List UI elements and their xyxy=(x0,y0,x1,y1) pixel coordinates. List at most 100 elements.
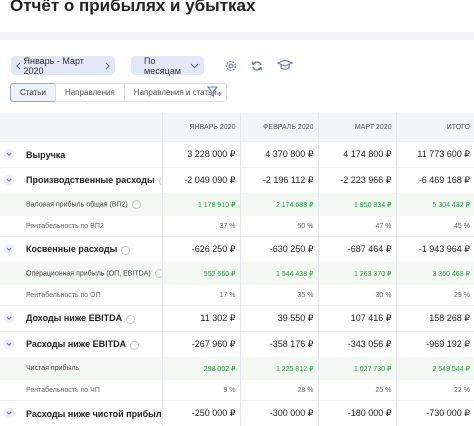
cell-value: -2 049 090 ₽ xyxy=(162,168,240,194)
expand-cell xyxy=(0,193,22,216)
row-label-text: Доходы ниже EBITDA xyxy=(26,313,122,323)
row-label: Рентабельность по ВП2 xyxy=(22,216,162,237)
expand-cell xyxy=(0,357,22,380)
cell-value: 29 % xyxy=(396,285,474,306)
row-label-text: Чистая прибыль xyxy=(26,365,79,372)
info-icon xyxy=(155,269,162,278)
expand-toggle[interactable] xyxy=(3,243,15,255)
header-cell xyxy=(0,113,22,142)
cell-value: -730 000 ₽ xyxy=(396,401,474,426)
info-icon xyxy=(126,315,135,324)
cell-value: -180 000 ₽ xyxy=(318,401,396,426)
cell-value: -2 223 966 ₽ xyxy=(318,168,396,194)
expand-toggle[interactable] xyxy=(3,407,15,419)
row-label: Косвенные расходы xyxy=(22,237,162,263)
cell-value: 30 % xyxy=(318,285,396,306)
row-label-text: Рентабельность по ОП xyxy=(26,292,101,299)
cell-value: -2 196 112 ₽ xyxy=(240,168,318,194)
cell-value: -358 176 ₽ xyxy=(240,332,318,358)
row-label-text: Косвенные расходы xyxy=(26,244,117,254)
column-header: ЯНВАРЬ 2020 xyxy=(162,113,240,142)
cell-value: 1 950 834 ₽ xyxy=(318,193,396,216)
info-icon xyxy=(121,246,130,255)
row-label-text: Расходы ниже чистой прибыли xyxy=(26,409,162,419)
row-label: Рентабельность по ОП xyxy=(22,285,162,306)
cell-value: 4 174 800 ₽ xyxy=(318,142,396,168)
grouping-label: По месяцам xyxy=(144,56,190,76)
cell-value: 1 263 370 ₽ xyxy=(318,262,396,285)
cell-value: 107 416 ₽ xyxy=(318,306,396,332)
cell-value: 28 % xyxy=(240,380,318,401)
cell-value: 552 660 ₽ xyxy=(162,262,240,285)
table-row: Косвенные расходы-626 250 ₽-630 250 ₽-68… xyxy=(0,237,474,263)
cell-value: -1 943 964 ₽ xyxy=(396,237,474,263)
table-row: Расходы ниже EBITDA-267 960 ₽-358 176 ₽-… xyxy=(0,332,474,358)
dropdown-caret xyxy=(190,61,198,70)
tabs: Статьи Направления Направления и статьи xyxy=(11,83,227,102)
education-icon[interactable] xyxy=(277,58,293,72)
expand-toggle[interactable] xyxy=(3,312,15,324)
table-row: Доходы ниже EBITDA 11 302 ₽39 550 ₽107 41… xyxy=(0,306,474,332)
expand-toggle[interactable] xyxy=(3,148,15,160)
cell-value: 158 268 ₽ xyxy=(396,306,474,332)
filter-icon[interactable] xyxy=(207,85,223,99)
tab[interactable]: Статьи xyxy=(10,83,56,102)
cell-value: 22 % xyxy=(396,380,474,401)
column-header: ИТОГО xyxy=(396,113,474,142)
cell-value: 1 544 438 ₽ xyxy=(240,262,318,285)
cell-value: 1 027 730 ₽ xyxy=(318,357,396,380)
cell-value: 11 302 ₽ xyxy=(162,306,240,332)
cell-value: 9 % xyxy=(162,380,240,401)
cell-value: 2 174 688 ₽ xyxy=(240,193,318,216)
cell-value: 298 002 ₽ xyxy=(162,357,240,380)
cell-value: 11 773 600 ₽ xyxy=(396,142,474,168)
expand-toggle[interactable] xyxy=(3,174,15,186)
row-label-text: Выручка xyxy=(26,150,65,160)
row-label: Расходы ниже чистой прибыли xyxy=(22,401,162,426)
prev-arrow[interactable] xyxy=(14,61,24,71)
cell-value: -300 000 ₽ xyxy=(240,401,318,426)
tab[interactable]: Направления xyxy=(55,83,125,102)
table-row: Производственные расходы -2 049 090 ₽-2 1… xyxy=(0,168,474,194)
table-row: Рентабельность по ОП 17 %35 %30 %29 % xyxy=(0,285,474,306)
expand-cell xyxy=(0,168,22,194)
expand-cell xyxy=(0,216,22,237)
header-cell xyxy=(22,113,162,142)
info-icon xyxy=(132,200,141,209)
cell-value: 47 % xyxy=(318,216,396,237)
cell-value: 45 % xyxy=(396,216,474,237)
expand-toggle[interactable] xyxy=(3,338,15,350)
cell-value: 5 304 432 ₽ xyxy=(396,193,474,216)
header-band xyxy=(0,32,474,40)
period-picker[interactable]: Январь - Март 2020 xyxy=(11,56,115,75)
next-arrow[interactable] xyxy=(102,61,112,71)
period-label: Январь - Март 2020 xyxy=(24,56,103,76)
cell-value: 39 550 ₽ xyxy=(240,306,318,332)
cell-value: -630 250 ₽ xyxy=(240,237,318,263)
row-label: Чистая прибыль xyxy=(22,357,162,380)
info-icon xyxy=(130,341,139,350)
cell-value: 50 % xyxy=(240,216,318,237)
row-label: Выручка xyxy=(22,142,162,168)
table-row: Расходы ниже чистой прибыли-250 000 ₽-30… xyxy=(0,401,474,426)
row-label-text: Операционная прибыль (ОП, EBITDA) xyxy=(26,270,151,277)
settings-icon[interactable] xyxy=(224,59,238,73)
cell-value: -626 250 ₽ xyxy=(162,237,240,263)
expand-cell xyxy=(0,380,22,401)
cell-value: 17 % xyxy=(162,285,240,306)
cell-value: 2 549 544 ₽ xyxy=(396,357,474,380)
grouping-select[interactable]: По месяцам xyxy=(131,56,204,75)
refresh-icon[interactable] xyxy=(250,59,264,73)
row-label-text: Производственные расходы xyxy=(26,175,155,185)
row-label: Рентабельность по ЧП xyxy=(22,380,162,401)
cell-value: 4 370 800 ₽ xyxy=(240,142,318,168)
cell-value: -250 000 ₽ xyxy=(162,401,240,426)
cell-value: 35 % xyxy=(240,285,318,306)
